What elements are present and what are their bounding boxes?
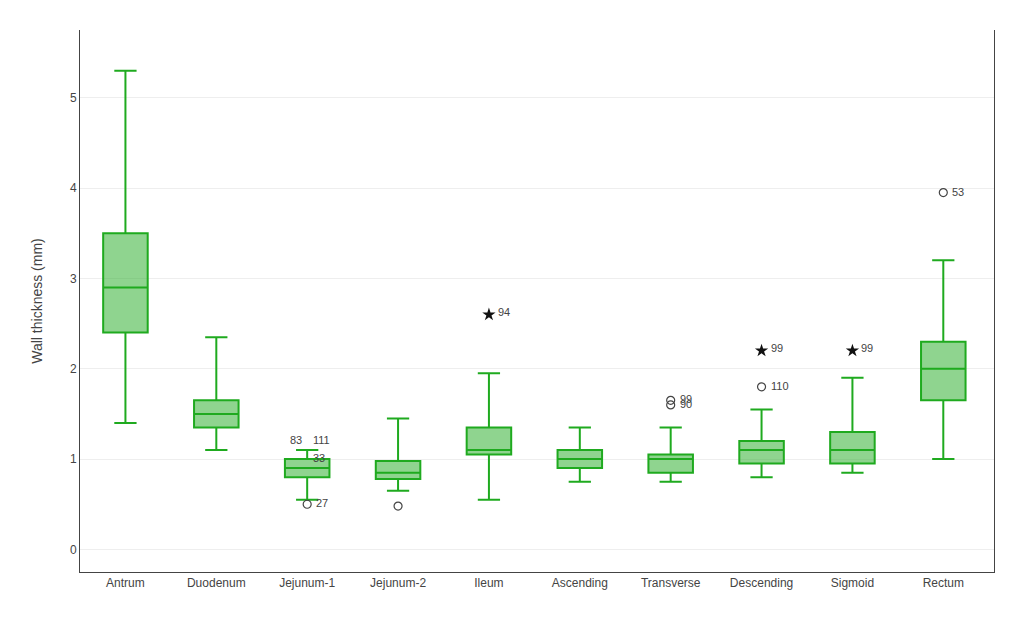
svg-text:Antrum: Antrum bbox=[106, 576, 145, 590]
svg-text:Descending: Descending bbox=[730, 576, 793, 590]
svg-text:110: 110 bbox=[771, 380, 789, 392]
svg-text:Duodenum: Duodenum bbox=[187, 576, 246, 590]
svg-text:Rectum: Rectum bbox=[923, 576, 964, 590]
svg-text:Jejunum-1: Jejunum-1 bbox=[279, 576, 335, 590]
svg-text:111: 111 bbox=[313, 434, 330, 446]
svg-text:Jejunum-2: Jejunum-2 bbox=[370, 576, 426, 590]
svg-text:33: 33 bbox=[313, 452, 325, 464]
svg-text:90: 90 bbox=[680, 398, 692, 410]
svg-text:99: 99 bbox=[680, 393, 692, 405]
svg-text:53: 53 bbox=[952, 186, 964, 198]
svg-text:94: 94 bbox=[498, 306, 510, 318]
svg-text:5: 5 bbox=[70, 91, 77, 105]
svg-text:4: 4 bbox=[70, 181, 77, 195]
svg-text:Sigmoid: Sigmoid bbox=[831, 576, 874, 590]
svg-text:1: 1 bbox=[70, 452, 77, 466]
svg-text:27: 27 bbox=[316, 497, 328, 509]
svg-text:83: 83 bbox=[290, 434, 302, 446]
svg-text:Wall thickness (mm): Wall thickness (mm) bbox=[29, 238, 45, 364]
svg-text:3: 3 bbox=[70, 272, 77, 286]
svg-text:99: 99 bbox=[861, 342, 873, 354]
svg-text:Ascending: Ascending bbox=[552, 576, 608, 590]
svg-text:Transverse: Transverse bbox=[641, 576, 701, 590]
svg-text:2: 2 bbox=[70, 362, 77, 376]
svg-text:0: 0 bbox=[70, 543, 77, 557]
svg-text:Ileum: Ileum bbox=[474, 576, 503, 590]
svg-text:99: 99 bbox=[771, 342, 783, 354]
